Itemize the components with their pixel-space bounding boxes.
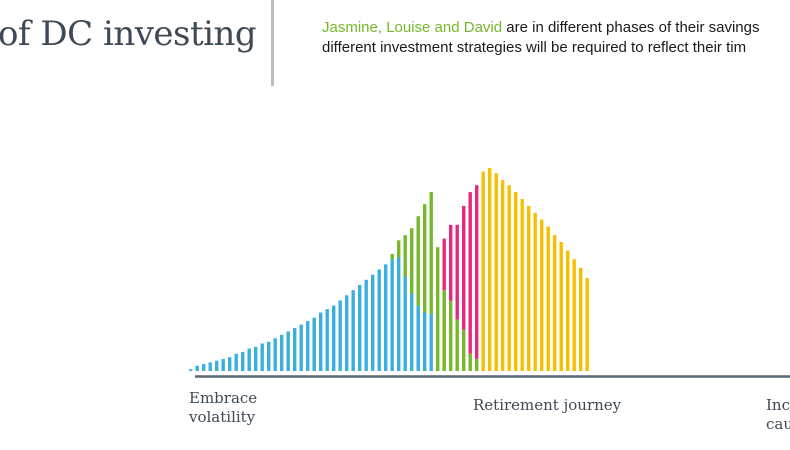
intro-text-line2: different investment strategies will be … — [322, 39, 747, 56]
bar-blue-7 — [234, 353, 238, 371]
bar-blue-18 — [306, 321, 310, 371]
bar-yellow-52 — [527, 205, 531, 371]
bar-blue-34 — [410, 293, 414, 371]
bar-blue-22 — [332, 305, 336, 371]
bar-magenta-39 — [442, 238, 446, 291]
x-label-right-line1: Inc — [766, 396, 790, 414]
bar-yellow-59 — [572, 259, 576, 371]
bar-blue-2 — [202, 364, 206, 371]
bar-yellow-60 — [579, 267, 583, 371]
bar-magenta-43 — [468, 192, 472, 354]
bar-blue-25 — [351, 290, 355, 371]
bar-blue-29 — [377, 269, 381, 371]
bar-yellow-53 — [533, 212, 537, 371]
x-label-left: Embrace volatility — [189, 389, 257, 427]
bar-magenta-42 — [462, 205, 466, 330]
bar-blue-33 — [403, 276, 407, 371]
bar-blue-31 — [390, 259, 394, 371]
bar-yellow-54 — [540, 219, 544, 371]
bar-yellow-55 — [546, 226, 550, 371]
bar-green-35 — [416, 216, 420, 306]
bar-green-31 — [390, 254, 394, 260]
bar-blue-8 — [241, 352, 245, 371]
bar-blue-30 — [384, 264, 388, 371]
bar-green-37 — [429, 192, 433, 315]
x-label-right: Inc cau — [766, 396, 790, 434]
bar-blue-1 — [195, 365, 199, 371]
bar-green-42 — [462, 329, 466, 371]
bar-blue-32 — [397, 257, 401, 371]
bar-magenta-41 — [455, 224, 459, 320]
bar-green-41 — [455, 319, 459, 371]
x-label-center: Retirement journey — [473, 396, 622, 414]
bar-green-33 — [403, 235, 407, 277]
retirement-journey-chart — [189, 168, 790, 378]
x-label-right-line2: cau — [766, 415, 790, 433]
bar-blue-14 — [280, 334, 284, 371]
header-divider — [271, 0, 274, 86]
intro-text: Jasmine, Louise and David are in differe… — [322, 18, 790, 58]
page-title: of DC investing — [0, 14, 257, 54]
bar-green-38 — [436, 247, 440, 371]
bar-blue-4 — [215, 360, 219, 371]
bar-yellow-49 — [507, 185, 511, 371]
bar-blue-5 — [221, 359, 225, 371]
x-label-left-line2: volatility — [189, 408, 256, 426]
bar-blue-11 — [260, 343, 264, 371]
bar-yellow-56 — [553, 235, 557, 371]
bar-blue-20 — [319, 312, 323, 371]
bar-blue-12 — [267, 341, 271, 371]
bar-yellow-46 — [488, 168, 492, 371]
bar-yellow-58 — [566, 250, 570, 371]
bar-blue-15 — [286, 331, 290, 371]
bar-yellow-47 — [494, 173, 498, 371]
bar-green-39 — [442, 290, 446, 371]
x-label-left-line1: Embrace — [189, 389, 258, 407]
bar-blue-35 — [416, 305, 420, 371]
bar-magenta-44 — [475, 185, 479, 359]
intro-text-line1: are in different phases of their savings — [502, 19, 760, 36]
bar-yellow-48 — [501, 180, 505, 371]
bar-green-40 — [449, 300, 453, 371]
bar-blue-13 — [273, 338, 277, 371]
bar-magenta-40 — [449, 224, 453, 301]
bar-blue-26 — [358, 285, 362, 371]
bar-blue-6 — [228, 357, 232, 371]
bar-blue-0 — [189, 369, 193, 371]
bar-green-32 — [397, 240, 401, 258]
intro-names: Jasmine, Louise and David — [322, 19, 503, 36]
bar-blue-9 — [247, 348, 251, 371]
bar-blue-3 — [208, 362, 212, 371]
bar-blue-21 — [325, 309, 329, 371]
bar-blue-24 — [345, 295, 349, 371]
bar-blue-28 — [371, 274, 375, 371]
bar-yellow-57 — [559, 242, 563, 371]
bar-yellow-61 — [585, 278, 589, 371]
bar-blue-16 — [293, 328, 297, 371]
bar-blue-23 — [338, 300, 342, 371]
bar-blue-37 — [429, 314, 433, 371]
bar-green-36 — [423, 204, 427, 313]
bar-blue-10 — [254, 346, 258, 371]
bar-green-34 — [410, 228, 414, 294]
bar-blue-19 — [312, 317, 316, 371]
bar-yellow-50 — [514, 192, 518, 371]
bar-blue-27 — [364, 279, 368, 371]
bar-green-43 — [468, 353, 472, 371]
bar-blue-17 — [299, 324, 303, 371]
bar-green-44 — [475, 359, 479, 371]
bar-blue-36 — [423, 312, 427, 371]
bar-yellow-45 — [481, 171, 485, 371]
bar-yellow-51 — [520, 199, 524, 371]
